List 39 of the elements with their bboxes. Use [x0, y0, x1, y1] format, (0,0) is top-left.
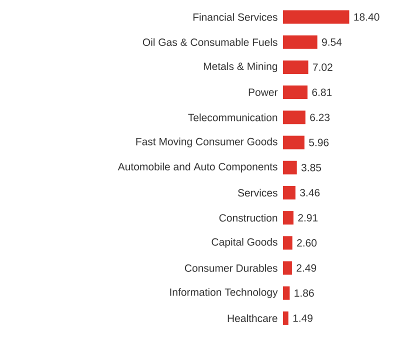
- bar: [282, 60, 308, 74]
- data-label: 1.49: [293, 314, 312, 322]
- data-label: 18.40: [354, 13, 380, 21]
- data-label: 9.54: [322, 38, 342, 46]
- bar: [282, 10, 350, 24]
- data-label: 2.60: [297, 239, 317, 247]
- y-tick-label: Services: [238, 188, 278, 197]
- data-label: 5.96: [309, 138, 329, 146]
- bar: [282, 136, 304, 150]
- y-tick-label: Fast Moving Consumer Goods: [136, 138, 278, 148]
- y-tick-label: Construction: [219, 214, 278, 222]
- bar: [282, 160, 297, 174]
- y-tick-label: Power: [248, 88, 278, 96]
- data-label: 2.91: [298, 214, 318, 222]
- bar: [282, 286, 290, 300]
- bar: [282, 86, 308, 100]
- y-tick-label: Financial Services: [193, 13, 278, 21]
- data-label: 3.85: [301, 164, 322, 172]
- bar: [282, 236, 292, 250]
- bar: [282, 35, 318, 49]
- y-tick-label: Automobile and Auto Components: [118, 162, 278, 172]
- bar: [282, 211, 294, 225]
- bar: [282, 261, 292, 275]
- data-label: 2.49: [296, 264, 316, 272]
- y-tick-label: Oil Gas & Consumable Fuels: [142, 38, 278, 46]
- data-label: 6.81: [312, 88, 332, 96]
- y-tick-label: Capital Goods: [212, 238, 278, 248]
- y-tick-label: Information Technology: [170, 288, 278, 298]
- data-label: 3.46: [300, 188, 320, 196]
- y-tick-label: Metals & Mining: [204, 62, 278, 72]
- y-tick-label: Consumer Durables: [184, 264, 278, 272]
- bar: [282, 311, 288, 325]
- bar: [282, 186, 296, 200]
- data-label: 6.23: [310, 114, 330, 122]
- bar: [282, 110, 306, 124]
- data-label: 1.86: [294, 289, 314, 297]
- y-tick-label: Telecommunication: [188, 114, 278, 122]
- data-label: 7.02: [312, 63, 332, 71]
- y-tick-label: Healthcare: [228, 314, 278, 322]
